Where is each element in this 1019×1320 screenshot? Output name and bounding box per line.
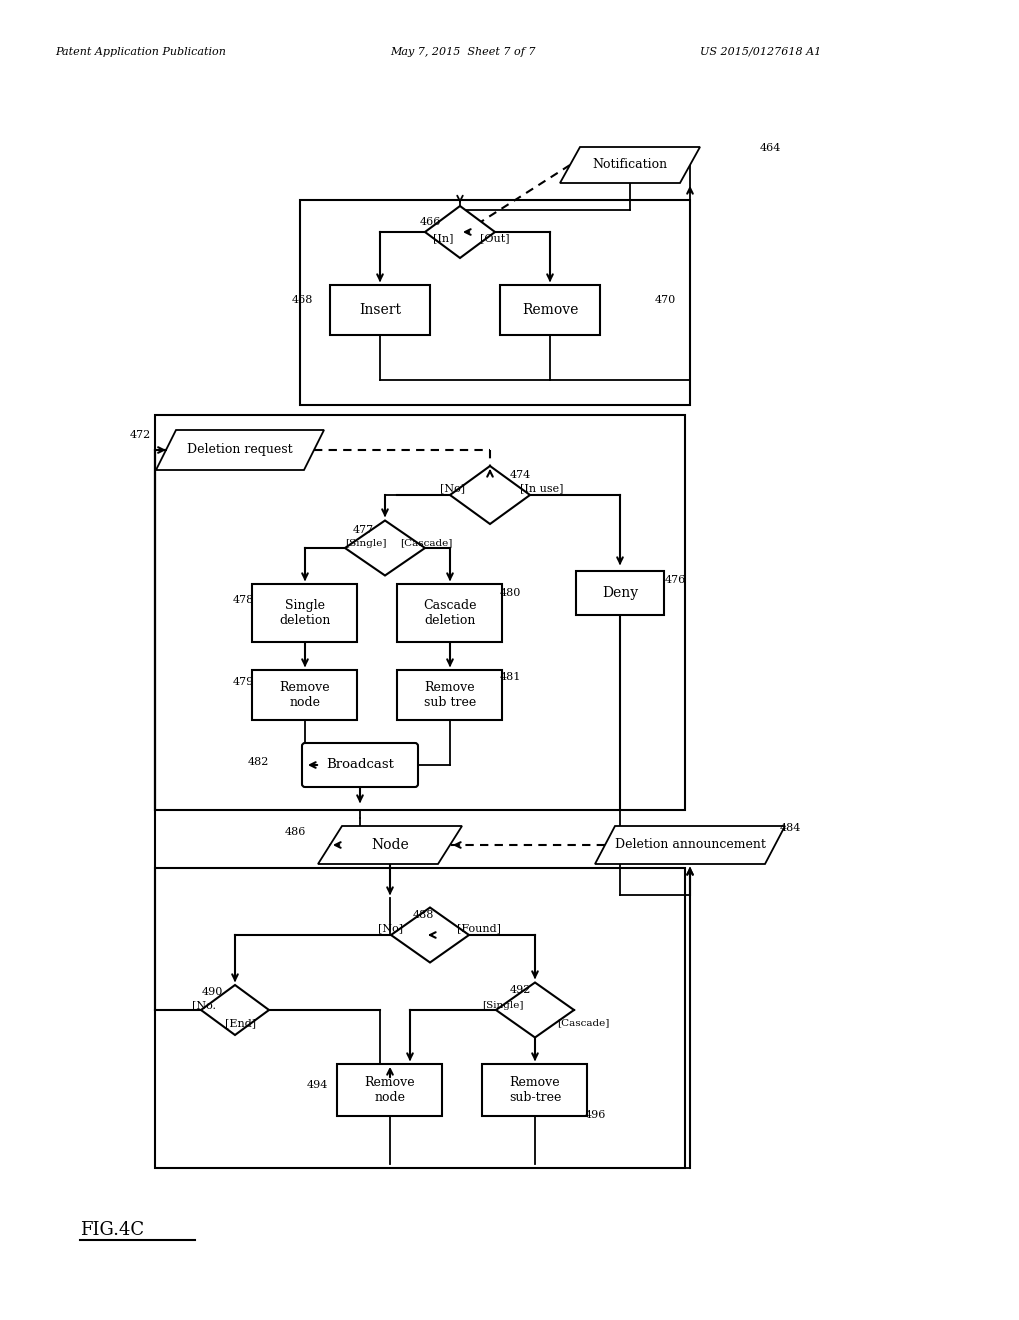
Text: Insert: Insert	[359, 304, 400, 317]
Text: 470: 470	[654, 294, 676, 305]
Text: [Cascade]: [Cascade]	[399, 539, 452, 548]
Text: Remove
node: Remove node	[279, 681, 330, 709]
Bar	[397, 583, 502, 642]
Text: Patent Application Publication: Patent Application Publication	[55, 48, 225, 57]
Bar	[499, 285, 599, 335]
Text: 479: 479	[232, 677, 254, 686]
Text: US 2015/0127618 A1: US 2015/0127618 A1	[699, 48, 820, 57]
Polygon shape	[318, 826, 462, 865]
Text: Remove: Remove	[522, 304, 578, 317]
Polygon shape	[156, 430, 324, 470]
Text: 464: 464	[759, 143, 781, 153]
Text: [End]: [End]	[225, 1018, 256, 1028]
Text: May 7, 2015  Sheet 7 of 7: May 7, 2015 Sheet 7 of 7	[389, 48, 535, 57]
Text: Node: Node	[371, 838, 409, 851]
Bar	[482, 1064, 587, 1115]
Text: [No.: [No.	[192, 1001, 216, 1010]
Text: 486: 486	[284, 828, 306, 837]
Text: Remove
sub tree: Remove sub tree	[424, 681, 476, 709]
Text: 490: 490	[202, 987, 223, 997]
Text: Broadcast: Broadcast	[326, 759, 393, 771]
Text: Deletion announcement: Deletion announcement	[614, 838, 764, 851]
Text: 488: 488	[413, 909, 434, 920]
Text: Remove
sub-tree: Remove sub-tree	[508, 1076, 560, 1104]
Bar	[397, 671, 502, 719]
Text: 476: 476	[664, 576, 686, 585]
Polygon shape	[425, 206, 494, 257]
Bar	[155, 414, 685, 810]
Text: [Found]: [Found]	[457, 923, 500, 933]
Bar	[155, 869, 685, 1168]
Polygon shape	[344, 520, 425, 576]
Text: [Single]: [Single]	[482, 1001, 523, 1010]
Text: Notification: Notification	[592, 158, 666, 172]
Text: 496: 496	[585, 1110, 605, 1119]
Text: [In use]: [In use]	[520, 483, 562, 492]
Text: 477: 477	[353, 525, 374, 535]
Text: Cascade
deletion: Cascade deletion	[423, 599, 476, 627]
Text: 478: 478	[232, 595, 254, 605]
Polygon shape	[449, 466, 530, 524]
Text: FIG.4C: FIG.4C	[79, 1221, 144, 1239]
Text: Deny: Deny	[601, 586, 638, 601]
Polygon shape	[594, 826, 785, 865]
Text: Single
deletion: Single deletion	[279, 599, 330, 627]
Text: [No]: [No]	[439, 483, 465, 492]
Text: [Single]: [Single]	[344, 539, 386, 548]
Bar	[576, 572, 663, 615]
Polygon shape	[201, 985, 269, 1035]
Polygon shape	[559, 147, 699, 183]
Text: [Out]: [Out]	[480, 234, 510, 243]
Text: 468: 468	[291, 294, 313, 305]
Text: 484: 484	[780, 822, 801, 833]
Text: 480: 480	[499, 587, 521, 598]
Bar	[337, 1064, 442, 1115]
Polygon shape	[390, 908, 469, 962]
Text: [Cascade]: [Cascade]	[556, 1019, 608, 1027]
Text: [No]: [No]	[378, 923, 403, 933]
Text: 492: 492	[510, 985, 531, 995]
Bar	[330, 285, 430, 335]
FancyBboxPatch shape	[302, 743, 418, 787]
Bar	[253, 671, 357, 719]
Text: Deletion request: Deletion request	[187, 444, 292, 457]
Text: 474: 474	[510, 470, 531, 480]
Bar	[300, 201, 689, 405]
Bar	[253, 583, 357, 642]
Text: 494: 494	[307, 1080, 328, 1090]
Text: 481: 481	[499, 672, 521, 682]
Text: 472: 472	[129, 430, 151, 440]
Text: 482: 482	[248, 756, 269, 767]
Text: Remove
node: Remove node	[365, 1076, 415, 1104]
Polygon shape	[495, 982, 574, 1038]
Text: 466: 466	[420, 216, 441, 227]
Text: [In]: [In]	[433, 234, 453, 243]
